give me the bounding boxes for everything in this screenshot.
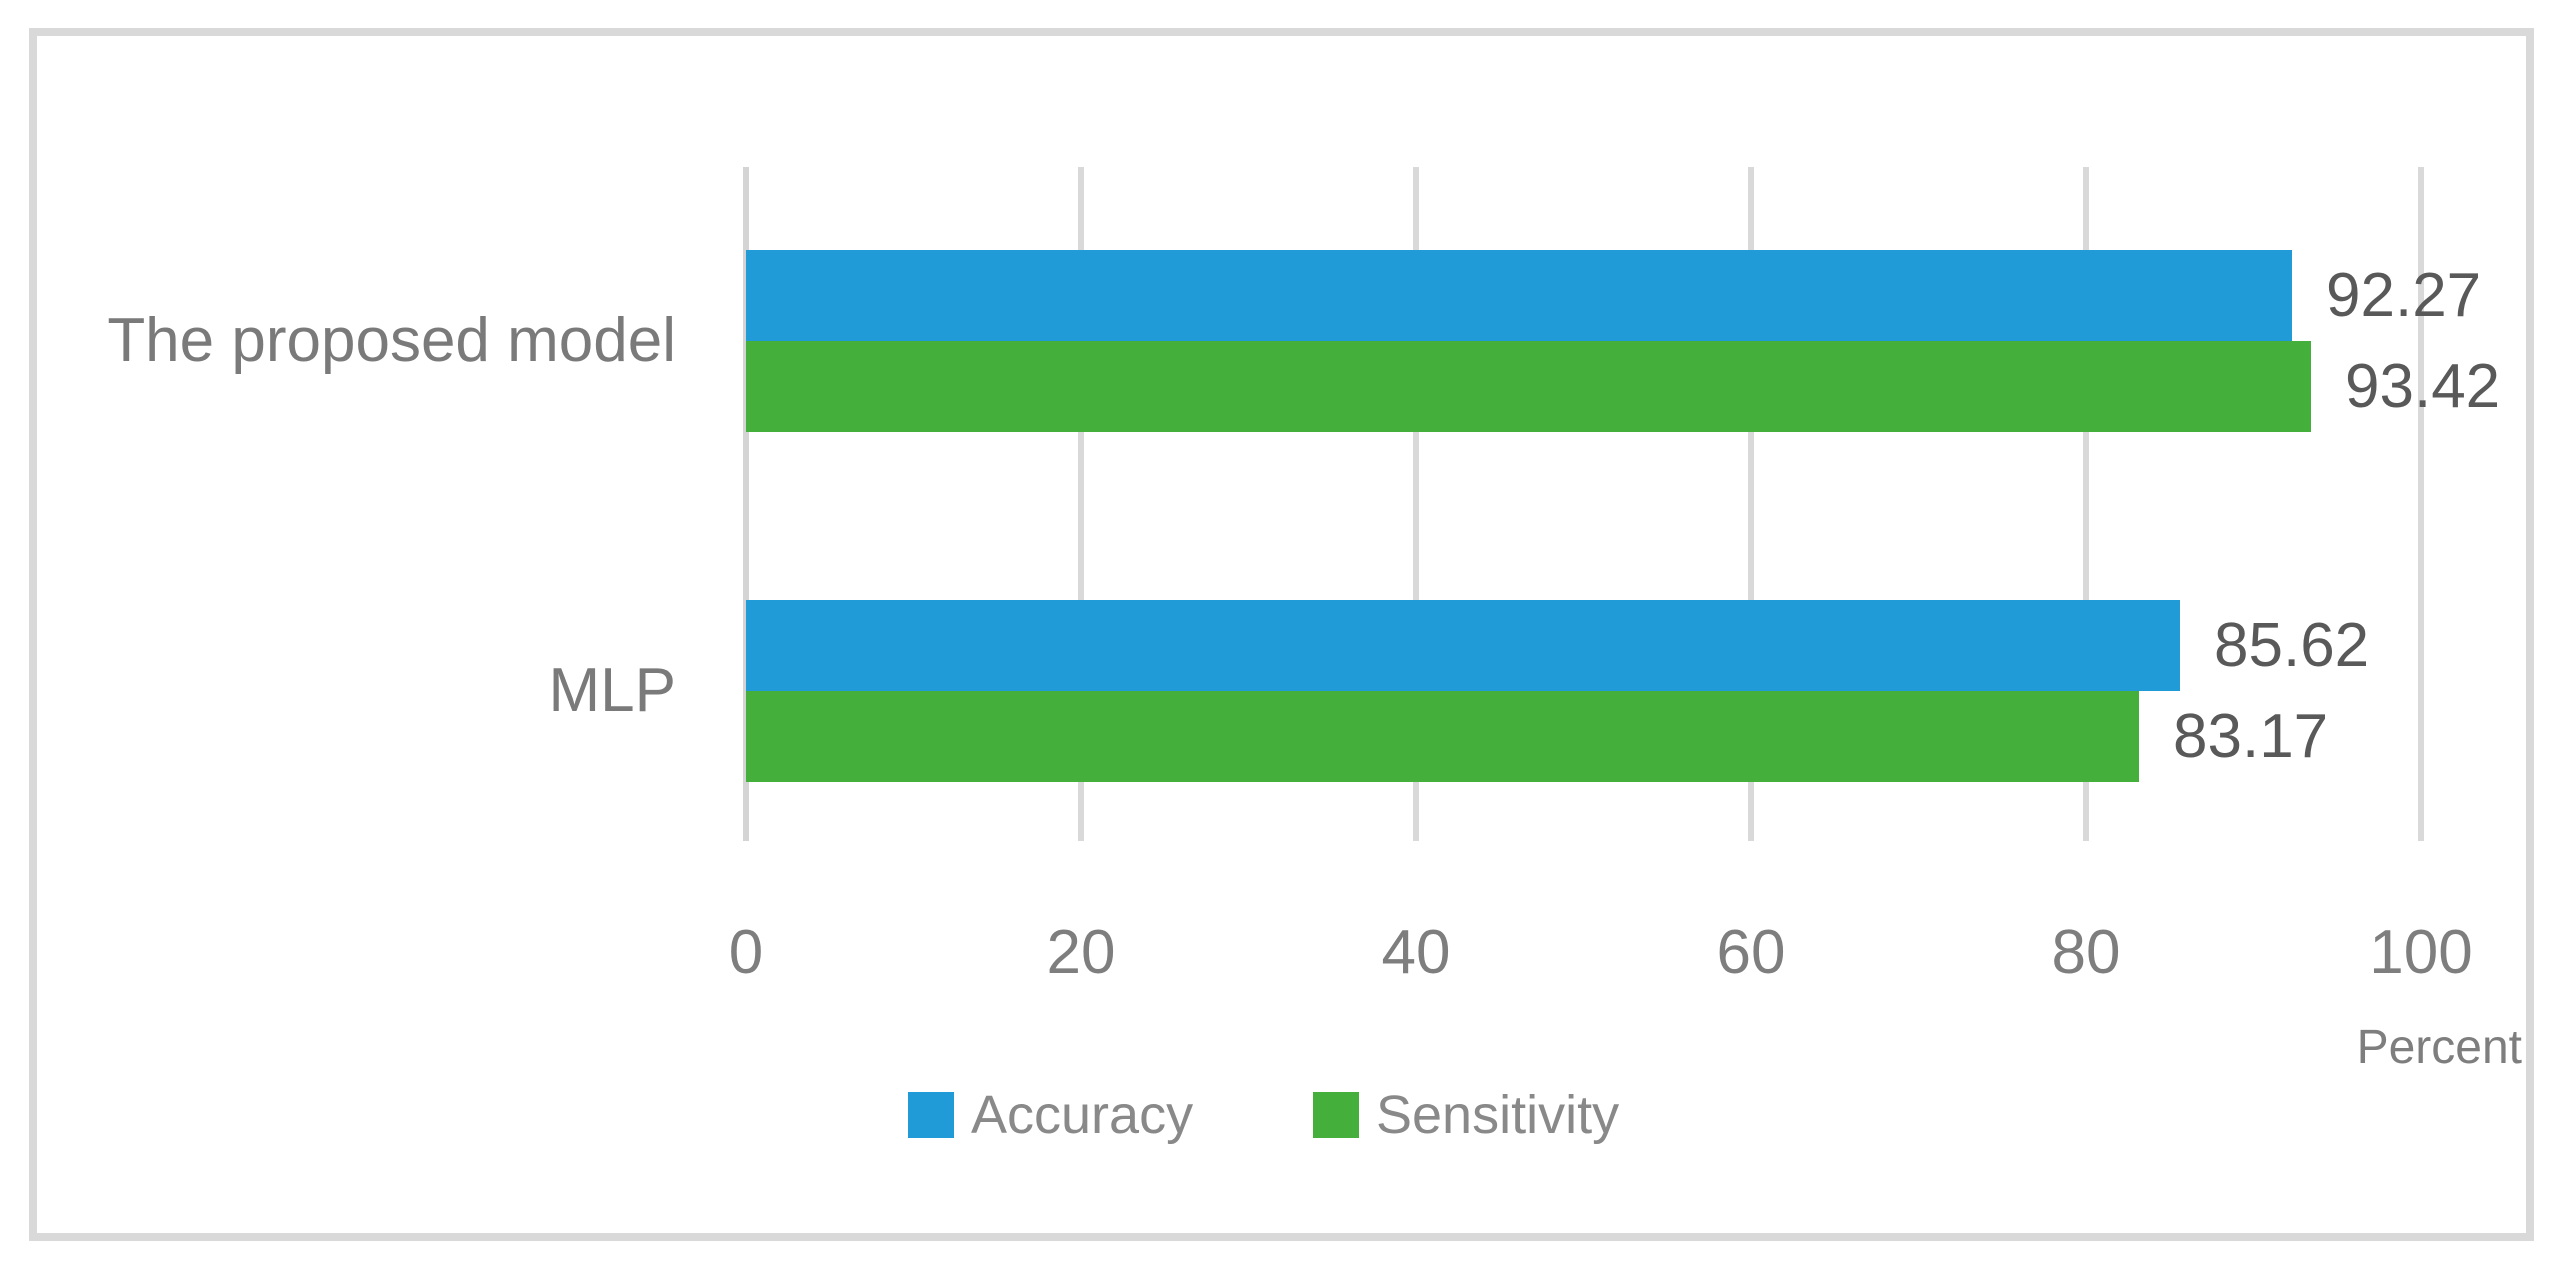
bar-accuracy-2	[746, 600, 2180, 691]
data-label-sensitivity-2: 83.17	[2173, 701, 2329, 771]
gridline-20	[1078, 167, 1084, 841]
bar-accuracy-1	[746, 250, 2292, 341]
legend-item-sensitivity: Sensitivity	[1313, 1088, 1619, 1142]
gridline-100	[2418, 167, 2424, 841]
gridline-80	[2083, 167, 2089, 841]
bar-sensitivity-1	[746, 341, 2311, 432]
data-label-sensitivity-1: 93.42	[2345, 351, 2501, 421]
tick-label-80: 80	[2051, 918, 2121, 987]
legend-label-sensitivity: Sensitivity	[1376, 1085, 1620, 1145]
tick-label-0: 0	[728, 918, 764, 987]
category-label-1: The proposed model	[107, 306, 676, 375]
legend-label-accuracy: Accuracy	[971, 1085, 1194, 1145]
category-axis-line	[743, 167, 749, 841]
tick-label-40: 40	[1381, 918, 1451, 987]
category-label-2: MLP	[548, 656, 676, 725]
tick-label-20: 20	[1046, 918, 1116, 987]
data-label-accuracy-2: 85.62	[2214, 610, 2370, 680]
legend-item-accuracy: Accuracy	[908, 1088, 1193, 1142]
legend-swatch-accuracy-icon	[908, 1092, 954, 1138]
legend-swatch-sensitivity-icon	[1313, 1092, 1359, 1138]
gridline-60	[1748, 167, 1754, 841]
x-axis-title: Percent	[2356, 1021, 2522, 1074]
bar-sensitivity-2	[746, 691, 2139, 782]
tick-label-100: 100	[2369, 918, 2473, 987]
gridline-40	[1413, 167, 1419, 841]
tick-label-60: 60	[1716, 918, 1786, 987]
data-label-accuracy-1: 92.27	[2326, 260, 2482, 330]
